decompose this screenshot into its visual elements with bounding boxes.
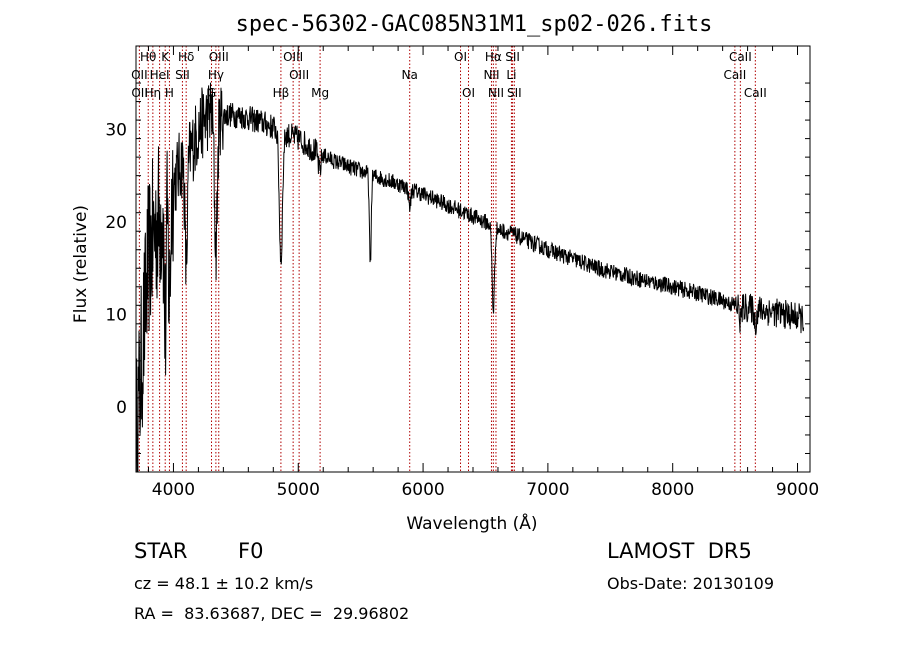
y-tick-label: 10 (105, 306, 127, 326)
line-label: OI (462, 86, 475, 100)
x-tick-label: 6000 (401, 480, 444, 500)
line-label: Hα (485, 50, 502, 64)
line-label: CaII (744, 86, 767, 100)
x-tick-label: 9000 (776, 480, 819, 500)
x-tick-label: 5000 (277, 480, 320, 500)
line-label: OI (454, 50, 467, 64)
line-label: Hδ (178, 50, 194, 64)
redshift-value: cz = 48.1 ± 10.2 km/s (134, 574, 314, 593)
line-label: Mg (311, 86, 329, 100)
line-label: SII (175, 68, 190, 82)
chart-title: spec-56302-GAC085N31M1_sp02-026.fits (236, 12, 713, 37)
line-label: Hθ (140, 50, 156, 64)
observation-date: Obs-Date: 20130109 (607, 574, 775, 593)
line-label: G (207, 86, 216, 100)
spectrum-line (135, 82, 805, 473)
line-label: CaII (729, 50, 752, 64)
spectral-line-markers (138, 46, 756, 472)
line-label: OIII (283, 50, 303, 64)
x-tick-label: 7000 (526, 480, 569, 500)
x-axis-label: Wavelength (Å) (406, 512, 537, 534)
line-label: K (161, 50, 170, 64)
y-axis: 0 10 20 30 (105, 82, 810, 454)
line-label: Na (402, 68, 418, 82)
line-label: H (165, 86, 174, 100)
x-tick-label: 4000 (152, 480, 195, 500)
x-axis: 4000 5000 6000 7000 8000 9000 (147, 46, 819, 500)
line-label: NII (488, 86, 504, 100)
line-label: OIII (289, 68, 309, 82)
line-label: OIII (209, 50, 229, 64)
object-type: STAR (134, 539, 188, 563)
y-tick-label: 0 (116, 398, 127, 418)
coordinates: RA = 83.63687, DEC = 29.96802 (134, 604, 410, 623)
line-label: SII (505, 50, 520, 64)
line-label: CaII (723, 68, 746, 82)
line-label: Hγ (208, 68, 224, 82)
line-label: HeI (150, 68, 170, 82)
line-label: Hβ (273, 86, 290, 100)
line-label: NII (483, 68, 499, 82)
line-label: OII (131, 86, 148, 100)
line-label: Hη (145, 86, 162, 100)
y-axis-label: Flux (relative) (71, 205, 91, 323)
y-tick-label: 30 (105, 120, 127, 140)
line-label: Li (506, 68, 516, 82)
object-subclass: F0 (238, 539, 264, 563)
line-label: SII (507, 86, 522, 100)
line-label: OII (131, 68, 148, 82)
x-tick-label: 8000 (651, 480, 694, 500)
plot-frame (135, 45, 811, 473)
y-tick-label: 20 (105, 213, 127, 233)
survey-release: LAMOST DR5 (607, 539, 752, 563)
